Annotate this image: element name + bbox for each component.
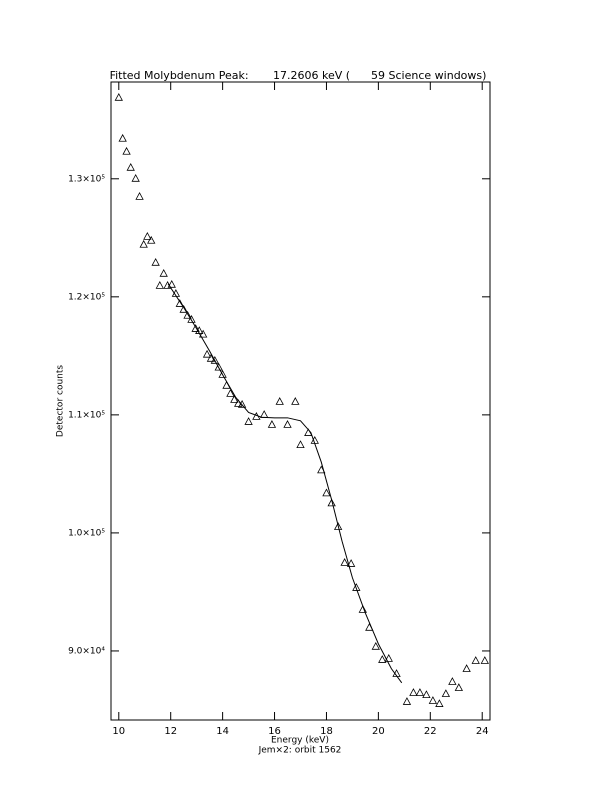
data-point: [480, 656, 489, 664]
data-point: [118, 133, 127, 142]
data-point: [244, 417, 253, 425]
data-point: [371, 641, 380, 650]
data-point: [214, 362, 223, 371]
data-point: [462, 664, 471, 672]
data-point: [384, 654, 393, 662]
data-point: [237, 399, 247, 408]
x-tick-label: 22: [424, 726, 437, 737]
data-point: [183, 310, 192, 319]
data-point: [259, 410, 269, 418]
subtitle: Jem×2: orbit 1562: [258, 746, 342, 756]
data-point: [147, 235, 156, 244]
data-point: [415, 688, 425, 696]
data-point: [191, 324, 200, 332]
data-point: [275, 397, 284, 405]
fit-line: [167, 283, 403, 684]
data-point: [322, 488, 331, 497]
plot-frame: [110, 81, 491, 721]
data-point: [409, 688, 418, 696]
data-point: [202, 349, 212, 358]
data-point: [210, 355, 220, 364]
x-tick-label: 14: [216, 726, 229, 737]
data-point: [267, 420, 277, 428]
data-point: [126, 162, 135, 171]
y-tick-label: 1.2×10⁵: [68, 292, 105, 302]
data-point: [340, 558, 349, 566]
data-point: [454, 683, 464, 691]
y-tick-label: 9.0×10⁴: [68, 646, 105, 656]
data-point: [327, 498, 336, 507]
data-point: [296, 440, 305, 448]
data-point: [122, 146, 131, 155]
y-tick-label: 1.0×10⁵: [68, 528, 105, 538]
data-point: [435, 699, 444, 707]
data-point: [226, 389, 235, 397]
data-point: [333, 522, 343, 530]
data-point: [422, 690, 431, 698]
data-point: [428, 696, 438, 704]
data-point: [135, 192, 144, 200]
y-tick-label: 1.3×10⁵: [68, 174, 105, 184]
data-point: [471, 656, 480, 664]
x-tick-label: 12: [164, 726, 177, 737]
data-point: [143, 232, 152, 240]
data-point: [131, 173, 140, 182]
data-point: [159, 268, 168, 277]
data-point: [175, 299, 184, 307]
chart-title: Fitted Molybdenum Peak: 17.2606 keV ( 59…: [110, 69, 487, 82]
x-tick-label: 24: [476, 726, 489, 737]
data-point: [198, 329, 208, 338]
data-point: [352, 583, 361, 591]
data-point: [402, 697, 412, 705]
data-point: [234, 399, 243, 407]
data-point: [358, 605, 367, 613]
data-point: [441, 689, 451, 697]
data-point: [448, 677, 457, 685]
data-point: [291, 397, 300, 405]
data-point: [230, 395, 239, 403]
data-point: [139, 239, 148, 248]
y-axis-label: Detector counts: [56, 365, 66, 437]
data-point: [346, 559, 356, 567]
x-tick-label: 16: [268, 726, 281, 737]
y-tick-label: 1.1×10⁵: [68, 410, 105, 420]
x-axis-label: Energy (keV): [271, 736, 329, 746]
data-point: [206, 353, 216, 362]
data-point: [283, 420, 292, 428]
x-tick-label: 10: [112, 726, 125, 737]
data-point: [167, 279, 176, 288]
x-tick-label: 20: [372, 726, 385, 737]
data-point: [187, 315, 196, 323]
data-point: [114, 92, 123, 101]
data-point: [179, 304, 188, 313]
x-tick-label: 18: [320, 726, 333, 737]
data-point: [378, 655, 387, 663]
data-point: [151, 257, 160, 266]
data-point: [218, 370, 227, 378]
data-point: [155, 281, 164, 289]
